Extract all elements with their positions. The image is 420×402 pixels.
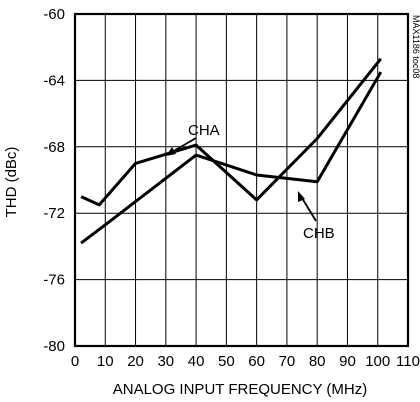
tick-labels: 0 10 20 30 40 50 60 70 80 90 100 110 -60 -64 -68 -72 -76… bbox=[43, 6, 420, 370]
x-tick-label: 50 bbox=[218, 353, 235, 370]
x-tick-label: 100 bbox=[365, 353, 390, 370]
x-tick-label: 110 bbox=[396, 353, 420, 370]
x-tick-label: 40 bbox=[188, 353, 205, 370]
series-line-cha bbox=[80, 57, 382, 207]
chb-pointer-arrow bbox=[301, 197, 317, 222]
y-tick-label: -64 bbox=[43, 72, 65, 89]
x-tick-label: 90 bbox=[339, 353, 356, 370]
x-axis-label: ANALOG INPUT FREQUENCY (MHz) bbox=[113, 381, 367, 398]
y-axis-label: THD (dBc) bbox=[3, 147, 20, 218]
series-label-cha: CHA bbox=[188, 122, 220, 139]
series-label-chb: CHB bbox=[303, 225, 335, 242]
y-tick-label: -80 bbox=[43, 338, 65, 355]
x-tick-label: 10 bbox=[97, 353, 114, 370]
plot-frame bbox=[73, 12, 410, 348]
figure-id-note: MAX1186 toc08 bbox=[411, 15, 420, 78]
x-tick-label: 70 bbox=[279, 353, 296, 370]
grid-lines bbox=[75, 14, 408, 346]
x-tick-label: 20 bbox=[127, 353, 144, 370]
y-tick-label: -68 bbox=[43, 139, 65, 156]
x-tick-label: 60 bbox=[248, 353, 265, 370]
x-tick-label: 30 bbox=[157, 353, 174, 370]
x-tick-label: 80 bbox=[309, 353, 326, 370]
y-tick-label: -76 bbox=[43, 272, 65, 289]
series-lines bbox=[80, 57, 383, 245]
cha-pointer-arrow bbox=[171, 137, 197, 153]
chb-pointer-arrowhead bbox=[298, 191, 305, 202]
y-tick-label: -60 bbox=[43, 6, 65, 23]
y-tick-label: -72 bbox=[43, 205, 65, 222]
x-tick-label: 0 bbox=[71, 353, 79, 370]
series-line-chb bbox=[80, 71, 383, 245]
cha-pointer-arrowhead bbox=[166, 147, 176, 156]
